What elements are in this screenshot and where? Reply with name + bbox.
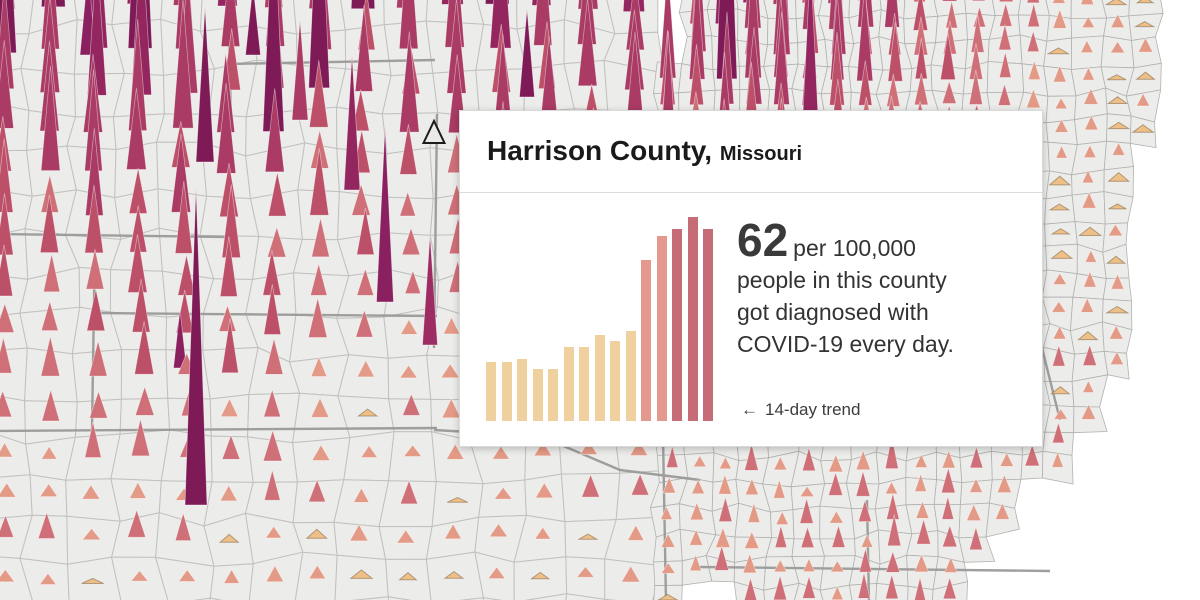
trend-bar bbox=[563, 346, 574, 421]
trend-bar bbox=[610, 340, 620, 421]
trend-bar bbox=[703, 229, 713, 421]
county-name: Harrison County, bbox=[487, 135, 713, 166]
stat-description: people in this county got diagnosed with… bbox=[737, 267, 954, 357]
county-tooltip: Harrison County, Missouri 62 per 100,000 … bbox=[459, 110, 1043, 447]
stat-text: 62 per 100,000 people in this county got … bbox=[737, 217, 985, 360]
trend-bar bbox=[687, 217, 698, 421]
left-arrow-icon: ← bbox=[741, 400, 758, 419]
trend-bar bbox=[486, 362, 496, 421]
trend-bar bbox=[532, 368, 543, 421]
state-name: Missouri bbox=[719, 143, 803, 165]
stat-unit: per 100,000 bbox=[793, 235, 916, 261]
trend-bar-chart bbox=[486, 217, 713, 421]
trend-bar bbox=[501, 362, 512, 421]
trend-bar bbox=[656, 235, 667, 421]
trend-bar bbox=[672, 229, 682, 421]
trend-bar bbox=[641, 260, 651, 421]
trend-label-text: 14-day trend bbox=[765, 400, 861, 419]
trend-bar bbox=[594, 334, 605, 421]
stat-value: 62 bbox=[737, 214, 789, 266]
tooltip-title: Harrison County, Missouri bbox=[487, 135, 802, 167]
trend-bar bbox=[625, 331, 636, 421]
highlighted-county-spike[interactable] bbox=[421, 118, 447, 144]
trend-bar bbox=[517, 359, 527, 421]
trend-bar bbox=[548, 368, 558, 421]
tooltip-divider bbox=[460, 192, 1042, 193]
trend-bar bbox=[579, 346, 589, 421]
trend-label: ← 14-day trend bbox=[741, 400, 860, 420]
